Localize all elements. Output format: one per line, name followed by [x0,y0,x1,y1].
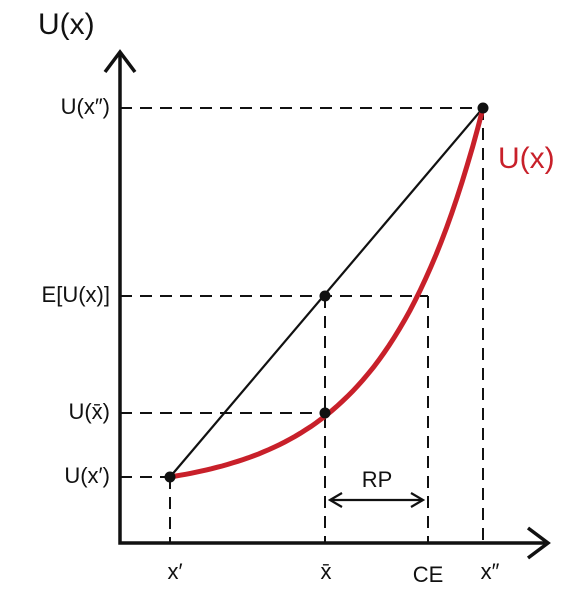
x-label: x″ [481,559,500,584]
point [319,407,331,419]
points [164,102,489,483]
rp-label: RP [362,467,393,492]
rp-arrow [327,492,426,508]
y-label: U(x′) [64,463,110,488]
y-axis-label: U(x) [38,8,95,41]
point [319,290,331,302]
guide-lines [120,107,484,543]
axes [118,55,545,545]
x-label: x̄ [321,559,332,584]
y-label: U(x″) [61,94,110,119]
y-label: E[U(x)] [42,282,110,307]
curve-label: U(x) [498,142,555,175]
point [477,102,489,114]
x-label: CE [413,562,444,587]
point [164,471,176,483]
y-label: U(x̄) [68,399,110,424]
x-label: x′ [167,559,182,584]
y-arrow [103,49,137,74]
x-arrow [526,526,551,560]
